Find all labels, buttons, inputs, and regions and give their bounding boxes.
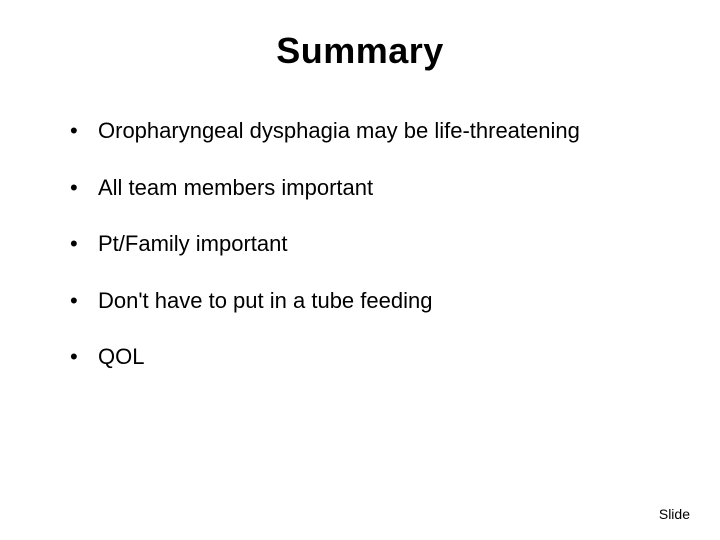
bullet-item: Pt/Family important	[70, 230, 680, 259]
bullet-item: Don't have to put in a tube feeding	[70, 287, 680, 316]
bullet-list: Oropharyngeal dysphagia may be life-thre…	[40, 117, 680, 372]
slide-footer-label: Slide	[659, 506, 690, 522]
bullet-item: QOL	[70, 343, 680, 372]
slide-container: Summary Oropharyngeal dysphagia may be l…	[0, 0, 720, 540]
bullet-item: Oropharyngeal dysphagia may be life-thre…	[70, 117, 680, 146]
bullet-item: All team members important	[70, 174, 680, 203]
slide-title: Summary	[40, 30, 680, 72]
